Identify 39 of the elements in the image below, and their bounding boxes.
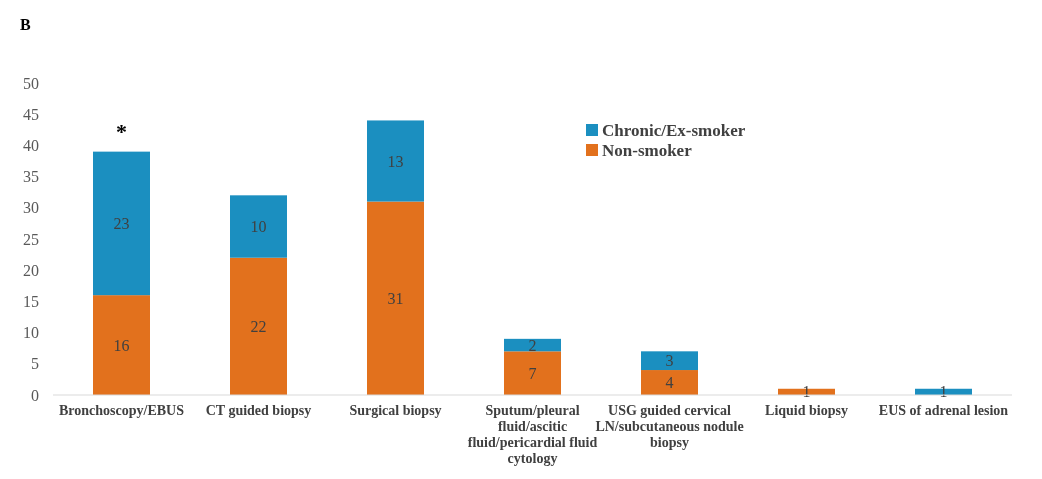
data-label: 16 — [113, 336, 130, 354]
bar — [367, 201, 424, 395]
y-tick-label: 40 — [23, 137, 39, 154]
data-label: 22 — [250, 317, 267, 335]
bar — [93, 295, 150, 395]
bar — [230, 257, 287, 395]
data-label: 3 — [665, 352, 674, 370]
data-label: 7 — [528, 364, 537, 382]
y-tick-label: 20 — [23, 261, 39, 279]
legend-label: Non-smoker — [602, 140, 693, 160]
x-tick-label: CT guided biopsy — [205, 403, 312, 418]
y-tick-label: 25 — [23, 230, 39, 248]
bar — [641, 370, 698, 395]
data-label: 13 — [387, 152, 404, 170]
bar — [367, 120, 424, 202]
chart-title: B — [20, 16, 31, 33]
y-tick-label: 15 — [23, 293, 39, 310]
y-tick-label: 0 — [31, 386, 39, 404]
y-tick-label: 50 — [23, 74, 39, 92]
y-tick-label: 30 — [23, 199, 39, 217]
x-tick-label: Surgical biopsy — [349, 403, 442, 418]
data-label: 10 — [250, 218, 267, 236]
bar — [504, 351, 561, 395]
x-tick-label: Bronchoscopy/EBUS — [59, 403, 185, 418]
bar — [641, 351, 698, 371]
y-tick-label: 45 — [23, 105, 39, 123]
x-tick-label: Liquid biopsy — [765, 403, 848, 418]
bar — [230, 195, 287, 258]
y-tick-label: 10 — [23, 324, 39, 342]
y-tick-label: 35 — [23, 168, 39, 186]
legend-label: Chronic/Ex-smoker — [602, 120, 746, 140]
annotation: * — [116, 119, 127, 145]
data-label: 23 — [113, 215, 130, 232]
data-label: 31 — [387, 289, 404, 307]
x-tick-label: EUS of adrenal lesion — [878, 403, 1009, 418]
y-tick-label: 5 — [31, 355, 39, 373]
data-label: 2 — [528, 336, 537, 354]
data-label: 4 — [665, 374, 674, 392]
bar — [93, 151, 150, 296]
